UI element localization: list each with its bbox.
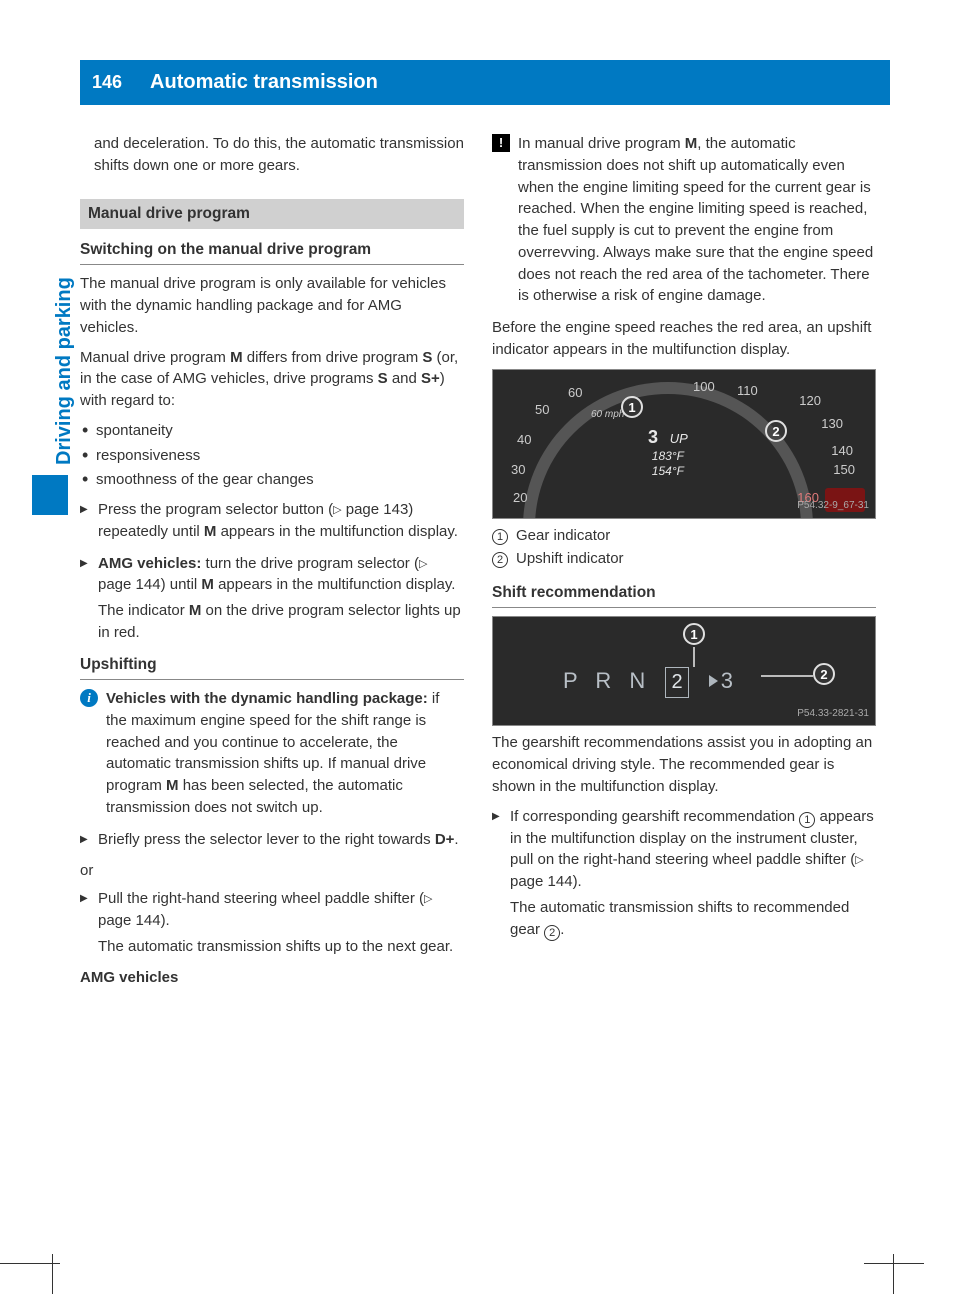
- ref-icon: ▷: [333, 504, 341, 516]
- gauge-center: 3 UP 183°F 154°F: [648, 426, 688, 481]
- callout-2: 2: [813, 663, 835, 685]
- bullet-item: spontaneity: [82, 420, 464, 442]
- info-icon: i: [80, 689, 98, 707]
- figure-id: P54.32-9_67-31: [797, 499, 869, 514]
- shift-figure: 1 P R N 2 3 2 P54.33-2821-31: [492, 616, 876, 726]
- shift-display: P R N 2 3: [563, 665, 733, 698]
- step-press-selector: Press the program selector button (▷ pag…: [80, 499, 464, 543]
- right-column: ! In manual drive program M, the automat…: [492, 133, 876, 997]
- warning-icon: !: [492, 134, 510, 152]
- warning-note: ! In manual drive program M, the automat…: [492, 133, 876, 307]
- page-number: 146: [80, 60, 134, 105]
- side-tab-label: Driving and parking: [50, 277, 79, 465]
- step-press-lever: Briefly press the selector lever to the …: [80, 829, 464, 851]
- or-text: or: [80, 860, 464, 882]
- para-upshift-indicator: Before the engine speed reaches the red …: [492, 317, 876, 361]
- ref-icon: ▷: [419, 558, 427, 570]
- step-paddle: Pull the right-hand steering wheel paddl…: [80, 888, 464, 957]
- para-shift-rec: The gearshift recommendations assist you…: [492, 732, 876, 797]
- subheading-shift-rec: Shift recommendation: [492, 582, 876, 608]
- subheading-amg: AMG vehicles: [80, 967, 464, 989]
- callout-2: 2: [765, 420, 787, 442]
- subheading-switching: Switching on the manual drive program: [80, 239, 464, 265]
- callout-1: 1: [621, 396, 643, 418]
- para-availability: The manual drive program is only availab…: [80, 273, 464, 338]
- step-shift-rec: If corresponding gearshift recommendatio…: [492, 806, 876, 941]
- side-tab: Driving and parking: [32, 255, 68, 505]
- crop-marks: [0, 1234, 954, 1294]
- grey-heading: Manual drive program: [80, 199, 464, 229]
- left-column: and deceleration. To do this, the automa…: [80, 133, 464, 997]
- section-title: Automatic transmission: [134, 60, 890, 105]
- ref-icon: ▷: [855, 854, 863, 866]
- callout-1: 1: [683, 623, 705, 645]
- para-differs: Manual drive program M differs from driv…: [80, 347, 464, 412]
- figure-id: P54.33-2821-31: [797, 707, 869, 722]
- intro-text: and deceleration. To do this, the automa…: [94, 133, 464, 177]
- step-amg-selector: AMG vehicles: turn the drive program sel…: [80, 553, 464, 644]
- bullet-item: responsiveness: [82, 445, 464, 467]
- subheading-upshifting: Upshifting: [80, 654, 464, 680]
- gauge-legend: 1Gear indicator 2Upshift indicator: [492, 525, 876, 571]
- bullet-item: smoothness of the gear changes: [82, 469, 464, 491]
- gauge-figure: 20 30 40 50 60 100 110 120 130 140 150 1…: [492, 369, 876, 519]
- bullet-list: spontaneity responsiveness smoothness of…: [80, 420, 464, 491]
- page-header: 146 Automatic transmission: [80, 60, 890, 105]
- ref-icon: ▷: [424, 893, 432, 905]
- info-note: i Vehicles with the dynamic handling pac…: [80, 688, 464, 819]
- side-tab-block: [32, 475, 68, 515]
